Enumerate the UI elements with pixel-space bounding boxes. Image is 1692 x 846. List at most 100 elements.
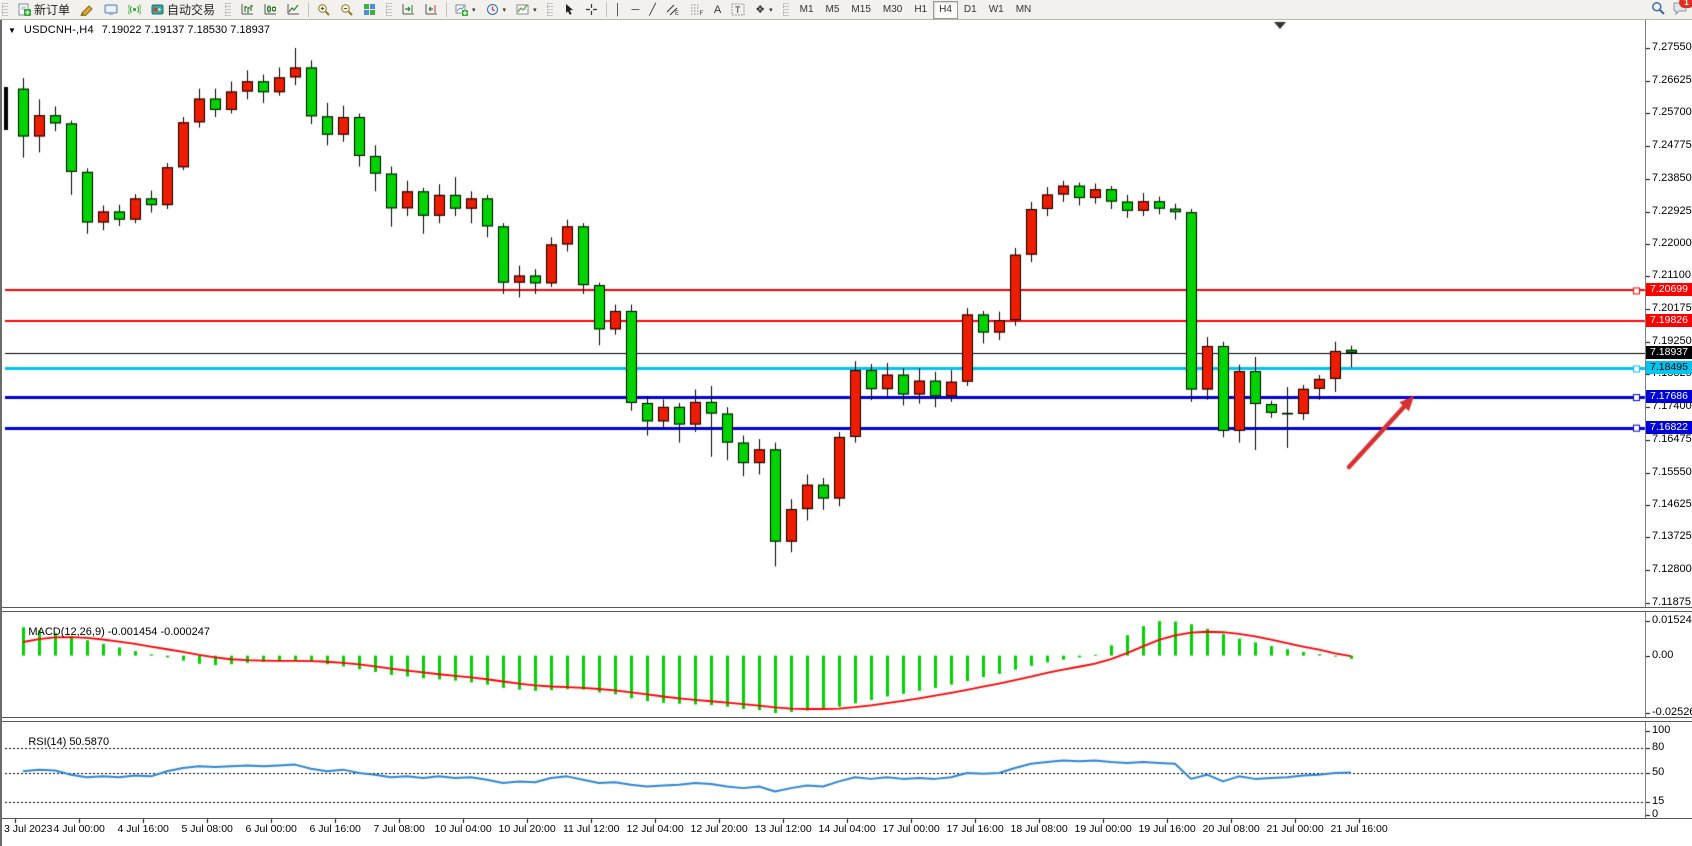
toolbar: 新订单 自动交易 — [0, 0, 1692, 20]
price-tick-label: 7.20175 — [1652, 302, 1692, 314]
date-tick-label: 21 Jul 16:00 — [1330, 823, 1388, 835]
terminal-button[interactable] — [99, 0, 123, 20]
price-tick-label: 7.17400 — [1652, 400, 1692, 413]
macd-name: MACD(12,26,9) — [28, 626, 105, 638]
auto-scroll-button[interactable] — [397, 0, 420, 20]
chart-title: ▼ USDCNH-,H4 7.19022 7.19137 7.18530 7.1… — [8, 24, 270, 36]
line-chart-icon — [287, 3, 300, 16]
macd-axis-label: 0.00 — [1652, 648, 1674, 661]
date-tick-label: 17 Jul 16:00 — [946, 823, 1004, 835]
fibonacci-button[interactable]: F — [685, 0, 709, 20]
timeframe-m1[interactable]: M1 — [799, 3, 814, 15]
date-tick-label: 12 Jul 20:00 — [690, 823, 748, 835]
metaeditor-icon — [80, 4, 94, 16]
charts-toolbar-group — [233, 0, 384, 19]
rsi-axis-label: 100 — [1652, 724, 1671, 736]
date-tick-label: 4 Jul 16:00 — [117, 823, 169, 835]
rsi-axis-label: 0 — [1652, 808, 1659, 820]
rsi-label: RSI(14) 50.5870 — [10, 724, 109, 760]
line-chart-button[interactable] — [282, 0, 305, 20]
toolbar-grip[interactable] — [782, 3, 789, 16]
macd-signal-value: -0.000247 — [160, 626, 210, 638]
pane-separator[interactable] — [2, 717, 1692, 722]
text-icon: A — [713, 3, 722, 16]
chart-shift-icon — [425, 3, 438, 16]
zoom-in-button[interactable] — [312, 0, 335, 20]
price-line-badge: 7.20699 — [1646, 283, 1692, 297]
periods-button[interactable]: ▾ — [481, 0, 512, 20]
toolbar-grip[interactable] — [225, 3, 232, 16]
candlestick-chart-button[interactable] — [259, 0, 282, 20]
toolbar-separator — [308, 2, 310, 17]
chart-shift-button[interactable] — [420, 0, 443, 20]
trendline-icon: ╱ — [649, 3, 656, 16]
price-tick-label: 7.19250 — [1652, 334, 1692, 347]
signals-button[interactable] — [123, 0, 146, 20]
macd-label: MACD(12,26,9) -0.001454 -0.000247 — [10, 614, 210, 650]
toolbar-separator — [446, 2, 448, 17]
toolbar-grip[interactable] — [2, 3, 8, 16]
new-order-button[interactable]: 新订单 — [13, 0, 75, 20]
price-tick-label: 7.21100 — [1652, 269, 1691, 282]
text-button[interactable]: A — [709, 0, 726, 20]
autotrading-button[interactable]: 自动交易 — [146, 0, 220, 20]
symbol-period-label: USDCNH-,H4 — [23, 24, 94, 36]
notifications-button[interactable]: 1 — [1673, 0, 1692, 18]
date-tick-label: 19 Jul 16:00 — [1138, 823, 1196, 835]
autotrading-icon — [151, 3, 164, 16]
periods-clock-icon — [486, 3, 499, 16]
timeframe-m5[interactable]: M5 — [825, 3, 840, 15]
ohlc-values: 7.19022 7.19137 7.18530 7.18937 — [101, 24, 270, 36]
horizontal-line-button[interactable]: ─ — [626, 0, 644, 20]
toolbar-grip[interactable] — [546, 3, 553, 16]
price-tick-label: 7.27550 — [1652, 41, 1692, 53]
equidistant-channel-button[interactable]: E — [661, 0, 685, 20]
date-tick-label: 4 Jul 00:00 — [53, 823, 105, 835]
rsi-axis-label: 80 — [1652, 740, 1665, 753]
date-tick-label: 10 Jul 04:00 — [434, 823, 492, 835]
dropdown-caret: ▾ — [769, 6, 773, 14]
vertical-line-button[interactable]: │ — [610, 0, 627, 20]
price-tick-label: 7.23850 — [1652, 171, 1692, 184]
tile-windows-button[interactable] — [358, 0, 381, 20]
chart-canvas[interactable] — [2, 20, 1692, 846]
date-tick-label: 13 Jul 12:00 — [754, 823, 812, 835]
date-tick-label: 11 Jul 12:00 — [563, 823, 620, 835]
zoom-out-button[interactable] — [335, 0, 358, 20]
date-tick-label: 12 Jul 04:00 — [626, 823, 684, 835]
cursor-button[interactable] — [558, 0, 580, 20]
macd-axis-label: 0.015243 — [1652, 614, 1692, 626]
timeframe-h1[interactable]: H1 — [914, 3, 928, 15]
arrows-button[interactable]: ❖ ▾ — [750, 0, 777, 20]
rsi-axis-label: 15 — [1652, 795, 1665, 808]
date-tick-label: 19 Jul 00:00 — [1074, 823, 1132, 835]
new-chart-button[interactable]: ▾ — [450, 0, 481, 20]
timeframe-m30[interactable]: M30 — [882, 3, 903, 15]
crosshair-icon — [585, 3, 598, 16]
macd-main-value: -0.001454 — [107, 626, 158, 638]
toolbar-grip[interactable] — [386, 3, 393, 16]
arrows-icon: ❖ — [755, 3, 766, 16]
date-tick-label: 7 Jul 08:00 — [373, 823, 425, 835]
date-tick-label: 6 Jul 00:00 — [245, 823, 297, 835]
channel-icon: E — [666, 3, 680, 16]
timeframe-h4[interactable]: H4 — [933, 0, 958, 19]
indicators-button[interactable]: ▾ — [511, 0, 542, 20]
timeframe-mn[interactable]: MN — [1015, 3, 1032, 15]
terminal-icon — [104, 4, 118, 16]
metaeditor-button[interactable] — [75, 0, 99, 20]
crosshair-button[interactable] — [580, 0, 603, 20]
price-tick-label: 7.24775 — [1652, 139, 1692, 152]
trendline-button[interactable]: ╱ — [644, 0, 661, 20]
text-label-button[interactable]: T — [726, 0, 750, 20]
date-tick-label: 3 Jul 2023 — [4, 823, 53, 835]
bar-chart-button[interactable] — [236, 0, 259, 20]
pane-separator[interactable] — [2, 607, 1692, 612]
search-icon[interactable] — [1651, 1, 1665, 18]
timeframe-d1[interactable]: D1 — [963, 3, 977, 15]
timeframe-m15[interactable]: M15 — [851, 3, 871, 15]
auto-scroll-icon — [402, 3, 415, 16]
collapse-triangle-icon[interactable]: ▼ — [8, 25, 16, 35]
timeframe-w1[interactable]: W1 — [988, 3, 1004, 15]
